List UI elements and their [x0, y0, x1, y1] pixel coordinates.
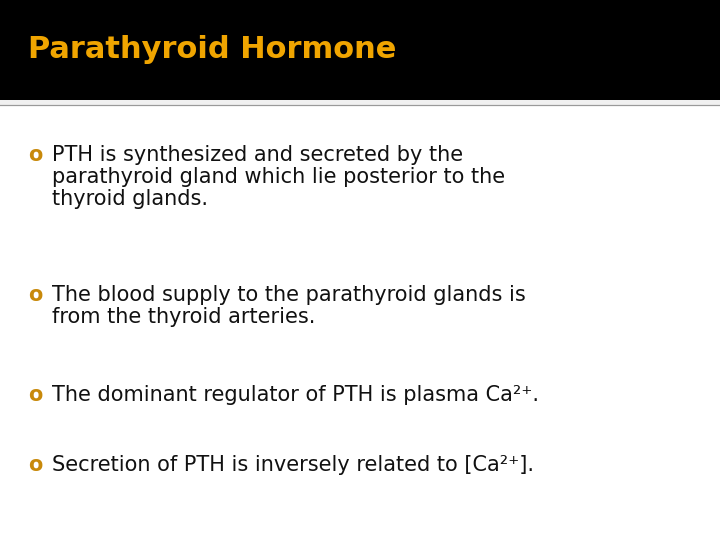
Text: PTH is synthesized and secreted by the: PTH is synthesized and secreted by the — [52, 145, 463, 165]
Bar — [0, 105, 720, 540]
Text: thyroid glands.: thyroid glands. — [52, 189, 208, 209]
Text: Secretion of PTH is inversely related to [Ca²⁺].: Secretion of PTH is inversely related to… — [52, 455, 534, 475]
Bar — [0, 0, 720, 100]
Text: o: o — [28, 145, 42, 165]
Text: parathyroid gland which lie posterior to the: parathyroid gland which lie posterior to… — [52, 167, 505, 187]
Text: Parathyroid Hormone: Parathyroid Hormone — [28, 36, 397, 64]
Text: from the thyroid arteries.: from the thyroid arteries. — [52, 307, 315, 327]
Text: The dominant regulator of PTH is plasma Ca²⁺.: The dominant regulator of PTH is plasma … — [52, 385, 539, 405]
Text: o: o — [28, 385, 42, 405]
Text: o: o — [28, 455, 42, 475]
Text: The blood supply to the parathyroid glands is: The blood supply to the parathyroid glan… — [52, 285, 526, 305]
Text: o: o — [28, 285, 42, 305]
